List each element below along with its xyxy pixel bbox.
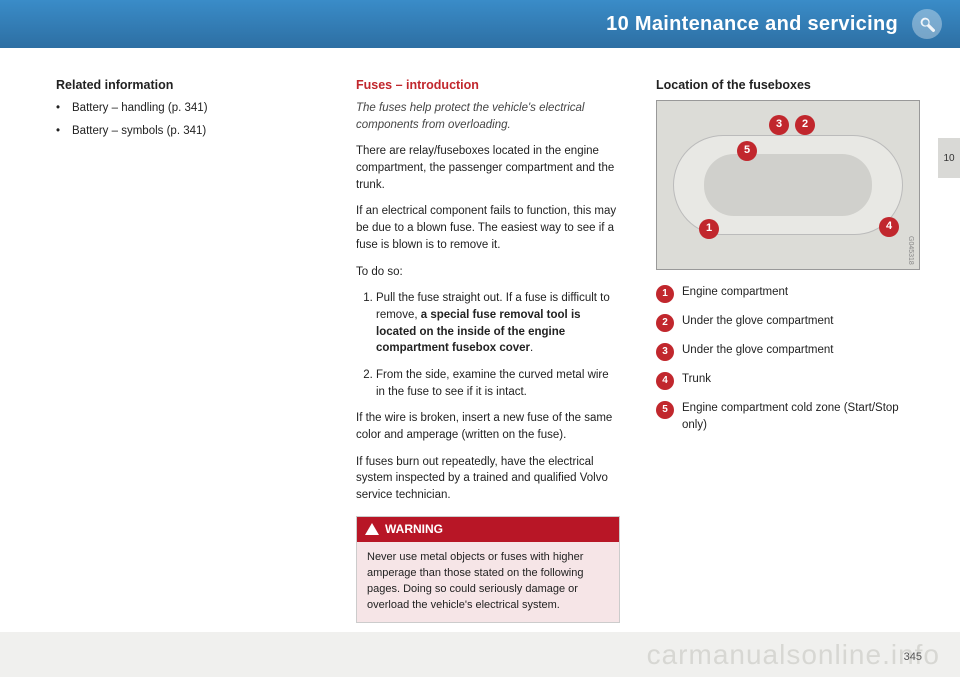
legend-list: 1 Engine compartment 2 Under the glove com… bbox=[656, 284, 920, 433]
page-number: 345 bbox=[904, 651, 922, 663]
list-item: Battery – handling (p. 341) bbox=[56, 100, 320, 117]
legend-item: 2 Under the glove compartment bbox=[656, 313, 920, 332]
fuses-lead: The fuses help protect the vehicle's ele… bbox=[356, 100, 620, 133]
page: 10 Maintenance and servicing 10 Related … bbox=[0, 0, 960, 677]
diagram-code: G045318 bbox=[905, 236, 915, 265]
warning-body: Never use metal objects or fuses with hi… bbox=[357, 542, 619, 622]
legend-num: 1 bbox=[656, 285, 674, 303]
warning-box: WARNING Never use metal objects or fuses… bbox=[356, 516, 620, 623]
body-text: There are relay/fuseboxes located in the… bbox=[356, 143, 620, 193]
warning-label: WARNING bbox=[385, 521, 443, 538]
list-item: Battery – symbols (p. 341) bbox=[56, 123, 320, 140]
diagram-marker-5: 5 bbox=[737, 141, 757, 161]
body-text: If an electrical component fails to func… bbox=[356, 203, 620, 253]
chapter-title: 10 Maintenance and servicing bbox=[606, 13, 898, 36]
legend-item: 4 Trunk bbox=[656, 371, 920, 390]
legend-text: Engine compartment bbox=[682, 284, 788, 301]
related-info-heading: Related information bbox=[56, 76, 320, 94]
chapter-header: 10 Maintenance and servicing bbox=[0, 0, 960, 48]
step-text: . bbox=[530, 342, 533, 354]
warning-header: WARNING bbox=[357, 517, 619, 542]
steps-list: Pull the fuse straight out. If a fuse is… bbox=[356, 290, 620, 400]
chapter-tab: 10 bbox=[938, 138, 960, 178]
body-text: If the wire is broken, insert a new fuse… bbox=[356, 410, 620, 443]
diagram-marker-4: 4 bbox=[879, 217, 899, 237]
content-area: Related information Battery – handling (… bbox=[0, 48, 960, 632]
page-footer: carmanualsonline.info 345 bbox=[0, 633, 960, 677]
column-fuses-intro: Fuses – introduction The fuses help prot… bbox=[356, 76, 620, 622]
watermark-text: carmanualsonline.info bbox=[647, 639, 940, 671]
step-item: Pull the fuse straight out. If a fuse is… bbox=[376, 290, 620, 357]
legend-num: 5 bbox=[656, 401, 674, 419]
legend-item: 1 Engine compartment bbox=[656, 284, 920, 303]
diagram-marker-3: 3 bbox=[769, 115, 789, 135]
diagram-marker-1: 1 bbox=[699, 219, 719, 239]
legend-item: 5 Engine compartment cold zone (Start/Sto… bbox=[656, 400, 920, 433]
fuses-heading: Fuses – introduction bbox=[356, 76, 620, 94]
warning-triangle-icon bbox=[365, 523, 379, 535]
legend-text: Trunk bbox=[682, 371, 711, 388]
fusebox-diagram: 1 2 3 4 5 G045318 bbox=[656, 100, 920, 270]
diagram-marker-2: 2 bbox=[795, 115, 815, 135]
column-related-info: Related information Battery – handling (… bbox=[56, 76, 320, 622]
body-text: To do so: bbox=[356, 264, 620, 281]
legend-text: Engine compartment cold zone (Start/Stop… bbox=[682, 400, 920, 433]
legend-num: 4 bbox=[656, 372, 674, 390]
legend-item: 3 Under the glove compartment bbox=[656, 342, 920, 361]
legend-text: Under the glove compartment bbox=[682, 313, 834, 330]
location-heading: Location of the fuseboxes bbox=[656, 76, 920, 94]
legend-num: 2 bbox=[656, 314, 674, 332]
wrench-icon bbox=[912, 9, 942, 39]
body-text: If fuses burn out repeatedly, have the e… bbox=[356, 454, 620, 504]
related-info-list: Battery – handling (p. 341) Battery – sy… bbox=[56, 100, 320, 139]
legend-text: Under the glove compartment bbox=[682, 342, 834, 359]
step-item: From the side, examine the curved metal … bbox=[376, 367, 620, 400]
column-fusebox-location: Location of the fuseboxes 1 2 3 4 5 G045… bbox=[656, 76, 920, 622]
legend-num: 3 bbox=[656, 343, 674, 361]
